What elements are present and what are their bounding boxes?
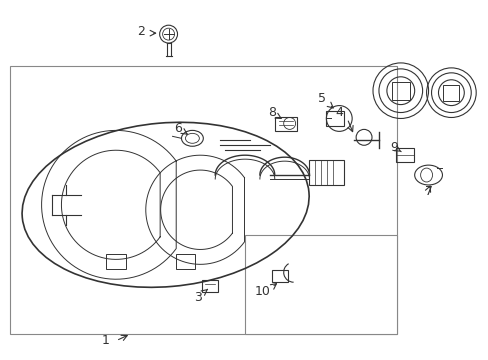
Bar [10, 66, 396, 334]
Text: 2: 2 [137, 24, 144, 38]
Text: 3: 3 [194, 291, 202, 303]
Bar [274, 117, 296, 131]
Text: 1: 1 [102, 334, 110, 347]
Bar [309, 160, 344, 185]
Bar [271, 270, 287, 282]
Text: 4: 4 [335, 106, 343, 119]
Bar [106, 255, 126, 269]
Text: 9: 9 [389, 141, 397, 154]
Bar [175, 255, 195, 269]
Bar [325, 111, 344, 126]
Text: 8: 8 [267, 106, 275, 119]
Bar [395, 148, 413, 162]
Bar [443, 85, 458, 100]
Bar [244, 235, 396, 334]
Text: 6: 6 [174, 122, 182, 135]
Bar [202, 280, 218, 292]
Text: 7: 7 [424, 185, 432, 198]
Bar [391, 82, 409, 100]
Text: 5: 5 [318, 92, 325, 105]
Text: 10: 10 [254, 285, 270, 298]
